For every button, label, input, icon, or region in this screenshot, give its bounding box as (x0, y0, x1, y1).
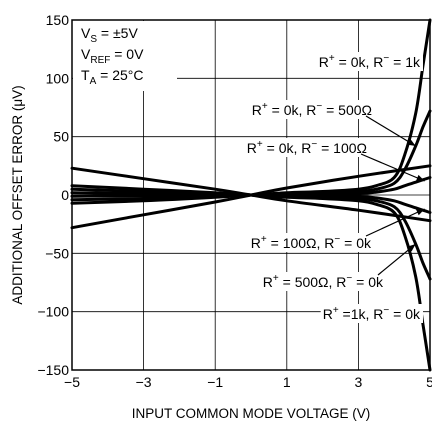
annotation-label: R+ = 0k, R− = 1k (319, 53, 421, 70)
annotation-leader (377, 243, 417, 276)
y-tick-label: −100 (37, 304, 69, 320)
tick-labels: −5 −3 −1 1 3 5 150 100 50 0 −50 −100 −150 (37, 12, 432, 390)
annotation-label: R+ = 100Ω, R− = 0k (251, 234, 372, 251)
data-series-group (70, 18, 432, 372)
x-tick-label: −5 (64, 374, 80, 390)
x-tick-label: −1 (207, 374, 223, 390)
condition-label: VS = ±5V (81, 25, 138, 45)
annotation-background (249, 100, 374, 119)
series-line-8 (70, 164, 432, 230)
condition-label: TA = 25°C (81, 67, 143, 87)
annotation-labels: R+ = 0k, R− = 1k R+ = 0k, R− = 500Ω R+ = 0… (247, 53, 421, 322)
annotation-leader (360, 153, 425, 182)
conditions-background (73, 21, 177, 91)
annotation-label: R+ = 0k, R− = 100Ω (247, 139, 367, 156)
annotation-background (260, 272, 386, 291)
annotation-leaders (360, 115, 425, 276)
annotation-background (320, 304, 423, 323)
y-tick-label: 100 (46, 70, 70, 86)
annotation-arrowhead (416, 209, 425, 216)
x-tick-label: 3 (355, 374, 363, 390)
annotation-background (316, 52, 423, 71)
x-tick-label: −3 (136, 374, 152, 390)
annotation-leader (365, 115, 416, 147)
annotation-leader (365, 208, 425, 237)
x-tick-label: 1 (283, 374, 291, 390)
y-axis-label: ADDITIONAL OFFSET ERROR (μV) (10, 85, 25, 304)
y-tick-label: −50 (45, 245, 69, 261)
annotation-background (244, 138, 369, 157)
annotation-label: R+ = 0k, R− = 500Ω (252, 101, 372, 118)
x-tick-label: 5 (426, 374, 432, 390)
y-tick-label: 0 (61, 187, 69, 203)
annotation-background (248, 233, 374, 252)
condition-label: VREF = 0V (81, 46, 144, 66)
annotation-arrowhead (407, 139, 416, 146)
annotation-arrowhead (416, 174, 425, 181)
y-tick-label: 150 (46, 12, 70, 28)
annotation-arrowhead (407, 244, 416, 252)
y-tick-label: −150 (37, 362, 69, 378)
annotation-backgrounds (244, 52, 423, 323)
series-line-6 (70, 184, 432, 372)
annotation-label: R+ =1k, R− = 0k (323, 305, 421, 322)
annotation-label: R+ = 500Ω, R− = 0k (263, 273, 384, 290)
plot-frame (71, 19, 431, 371)
y-tick-label: 50 (53, 129, 69, 145)
x-axis-label: INPUT COMMON MODE VOLTAGE (V) (132, 406, 371, 421)
